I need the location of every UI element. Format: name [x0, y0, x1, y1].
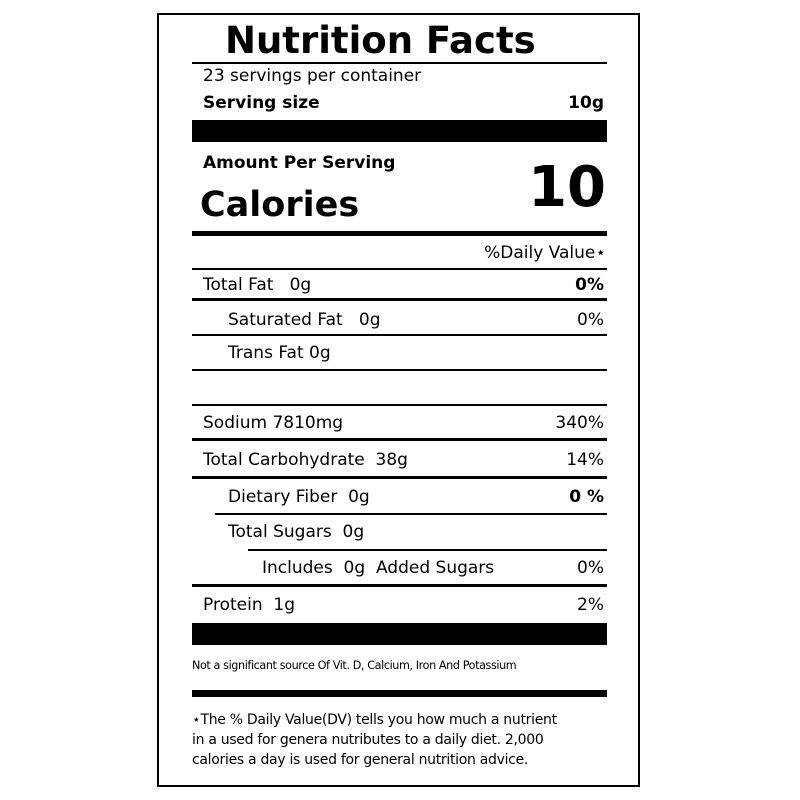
- divider: [192, 584, 607, 587]
- dv-total-carbohydrate: 14%: [566, 450, 604, 470]
- not-significant-note: Not a significant source Of Vit. D, Calc…: [192, 659, 517, 672]
- dv-saturated-fat: 0%: [577, 310, 604, 330]
- divider: [248, 549, 607, 551]
- nutrition-label: [157, 13, 640, 787]
- daily-value-header: %Daily Value⋆: [484, 243, 606, 263]
- nutrient-dietary-fiber: Dietary Fiber 0g: [228, 487, 370, 507]
- dv-protein: 2%: [577, 595, 604, 615]
- footnote-line: ⋆The % Daily Value(DV) tells you how muc…: [192, 712, 557, 728]
- dv-dietary-fiber: 0 %: [569, 487, 604, 507]
- calories-value: 10: [528, 155, 606, 220]
- nutrient-sodium: Sodium 7810mg: [203, 413, 344, 433]
- nutrient-total-sugars: Total Sugars 0g: [228, 522, 365, 542]
- footnote-line: calories a day is used for general nutri…: [192, 752, 529, 768]
- divider: [192, 62, 607, 64]
- dv-total-fat: 0%: [575, 275, 604, 295]
- label-title: Nutrition Facts: [225, 19, 536, 62]
- nutrient-protein: Protein 1g: [203, 595, 296, 615]
- divider: [215, 513, 607, 515]
- divider: [192, 231, 607, 236]
- divider: [192, 404, 607, 406]
- divider: [192, 476, 607, 479]
- divider: [192, 369, 607, 371]
- divider: [192, 690, 607, 697]
- nutrient-saturated-fat: Saturated Fat 0g: [228, 310, 381, 330]
- divider: [192, 268, 607, 270]
- amount-per-serving: Amount Per Serving: [203, 153, 396, 173]
- servings-per-container: 23 servings per container: [203, 66, 422, 86]
- footnote-line: in a used for genera nutributes to a dai…: [192, 732, 544, 748]
- thick-bar: [192, 120, 607, 142]
- serving-size-value: 10g: [568, 93, 604, 113]
- dv-added-sugars: 0%: [577, 558, 604, 578]
- thick-bar: [192, 623, 607, 645]
- dv-sodium: 340%: [555, 413, 604, 433]
- nutrient-added-sugars: Includes 0g Added Sugars: [262, 558, 495, 578]
- divider: [192, 438, 607, 441]
- divider: [192, 298, 607, 301]
- divider: [192, 334, 607, 336]
- nutrient-total-fat: Total Fat 0g: [203, 275, 312, 295]
- serving-size-label: Serving size: [203, 93, 320, 113]
- nutrient-trans-fat: Trans Fat 0g: [228, 343, 331, 363]
- calories-label: Calories: [200, 185, 360, 225]
- nutrient-total-carbohydrate: Total Carbohydrate 38g: [203, 450, 408, 470]
